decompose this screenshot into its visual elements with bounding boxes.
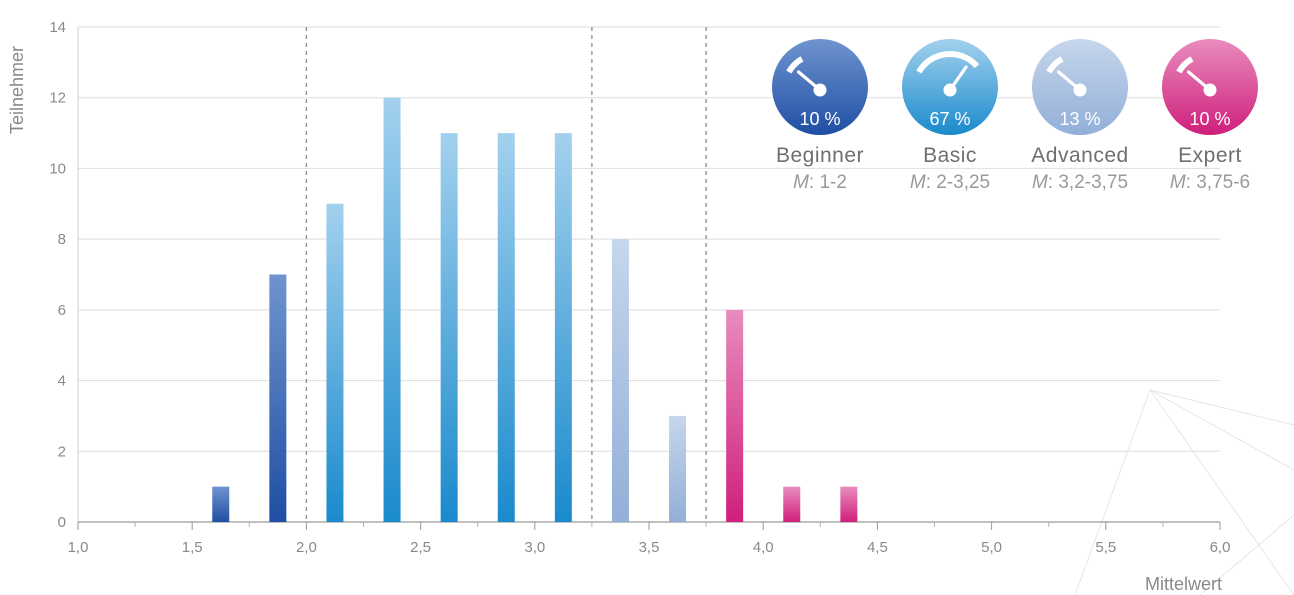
x-tick-label: 2,0 (296, 539, 317, 556)
x-tick-label: 6,0 (1210, 539, 1231, 556)
threshold-lines (305, 27, 707, 522)
y-tick-label: 6 (58, 302, 66, 319)
legend-item-basic: 67 % Basic M: 2-3,25 (886, 38, 1014, 194)
range-prefix: M (793, 172, 809, 193)
legend-item-beginner: 10 % Beginner M: 1-2 (756, 38, 884, 194)
grid-lines (77, 26, 1220, 522)
gauge-hub (1073, 83, 1087, 97)
gauge-hub (1203, 83, 1217, 97)
legend-range: M: 1-2 (756, 172, 884, 194)
legend-name: Advanced (1031, 144, 1129, 167)
legend-name: Beginner (775, 144, 865, 167)
range-prefix: M (1169, 172, 1186, 193)
bar (440, 133, 458, 523)
y-tick-label: 4 (58, 373, 66, 390)
x-tick-label: 4,0 (753, 539, 774, 556)
legend-name: Expert (1178, 144, 1242, 167)
x-tick-label: 5,5 (1095, 539, 1116, 556)
range-value: : 3,2-3,75 (1047, 172, 1129, 193)
legend-name: Basic (923, 144, 977, 167)
y-tick-label: 12 (49, 90, 66, 107)
gauge-hub (813, 83, 827, 97)
gauge-arc (1046, 56, 1064, 74)
gauge-arc (916, 51, 980, 74)
bar (554, 133, 572, 523)
bar (669, 415, 687, 522)
x-tick-labels: 1,0 1,5 2,0 2,5 3,0 3,5 4,0 4,5 5,0 5,5 6,0 (68, 539, 1231, 556)
y-tick-label: 0 (58, 514, 66, 531)
x-axis-title: Mittelwert (1145, 574, 1222, 594)
bars (212, 97, 858, 523)
y-tick-label: 14 (49, 19, 66, 36)
gauge-icon: 13 % (1032, 39, 1128, 135)
x-tick-label: 5,0 (981, 539, 1002, 556)
gauge-arc (1176, 56, 1194, 74)
gauge-percent: 67 % (929, 109, 970, 129)
legend-range: M: 2-3,25 (886, 172, 1014, 194)
range-value: : 1-2 (808, 172, 847, 193)
x-tick-label: 3,5 (639, 539, 660, 556)
gauge-icon: 10 % (772, 39, 868, 135)
bar (212, 486, 230, 522)
gauge-percent: 10 % (1189, 109, 1230, 129)
x-tick-label: 4,5 (867, 539, 888, 556)
bar (611, 239, 629, 522)
x-tick-label: 1,0 (68, 539, 89, 556)
bar (840, 486, 858, 522)
y-axis-title: Teilnehmer (7, 46, 27, 134)
legend-item-advanced: 13 % Advanced M: 3,2-3,75 (1016, 38, 1144, 194)
bar (383, 97, 401, 522)
gauge-icon: 10 % (1162, 39, 1258, 135)
x-tick-label: 3,0 (524, 539, 545, 556)
legend-range: M: 3,2-3,75 (1016, 172, 1144, 194)
bar (269, 274, 287, 522)
range-prefix: M (909, 172, 926, 193)
gauge-percent: 10 % (799, 109, 840, 129)
gauge-arc (786, 56, 804, 74)
legend: 10 % Beginner M: 1-2 67 % Basic M: 2-3,2… (756, 38, 1276, 194)
background-decoration (1074, 389, 1294, 595)
gauge-icon: 67 % (902, 39, 998, 135)
x-axis (77, 521, 1221, 530)
x-tick-label: 1,5 (182, 539, 203, 556)
y-tick-label: 10 (49, 160, 66, 177)
gauge-hub (943, 83, 957, 97)
range-value: : 2-3,25 (925, 172, 991, 193)
bar (326, 203, 344, 523)
legend-item-expert: 10 % Expert M: 3,75-6 (1146, 38, 1274, 194)
x-tick-label: 2,5 (410, 539, 431, 556)
bar (726, 309, 744, 522)
y-tick-label: 2 (58, 443, 66, 460)
range-prefix: M (1031, 172, 1048, 193)
legend-range: M: 3,75-6 (1146, 172, 1274, 194)
bar (783, 486, 801, 522)
range-value: : 3,75-6 (1185, 172, 1251, 193)
y-tick-label: 8 (58, 231, 66, 248)
bar (497, 133, 515, 523)
y-tick-labels: 0 2 4 6 8 10 12 14 (49, 19, 66, 531)
gauge-percent: 13 % (1059, 109, 1100, 129)
